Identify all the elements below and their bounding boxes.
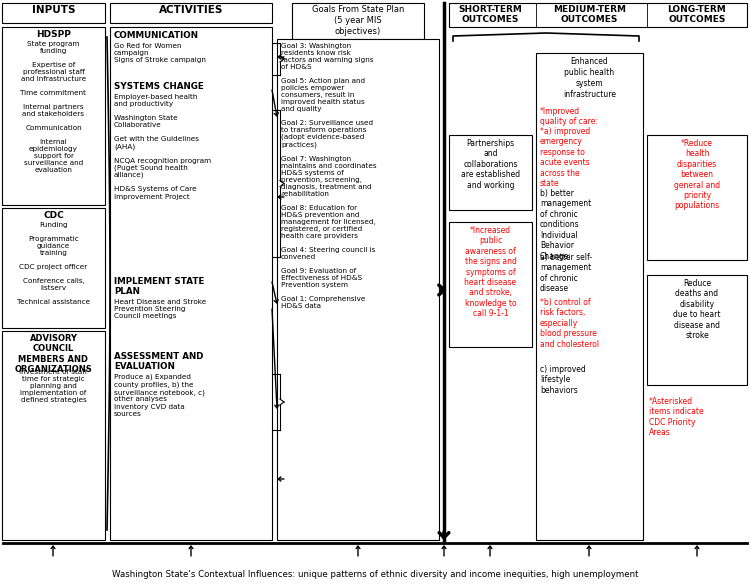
Text: *a) improved
emergency
response to
acute events
across the
state: *a) improved emergency response to acute… — [540, 127, 590, 188]
Text: Investment of staff
time for strategic
planning and
implementation of
defined st: Investment of staff time for strategic p… — [20, 369, 88, 403]
Text: Goals From State Plan
(5 year MIS
objectives): Goals From State Plan (5 year MIS object… — [312, 5, 404, 36]
Text: ASSESSMENT AND
EVALUATION: ASSESSMENT AND EVALUATION — [114, 352, 203, 372]
Text: a) better self-
management
of chronic
disease: a) better self- management of chronic di… — [540, 253, 592, 293]
Text: Heart Disease and Stroke
Prevention Steering
Council meetings: Heart Disease and Stroke Prevention Stee… — [114, 299, 206, 319]
Text: *b) control of
risk factors,
especially
blood pressure
and cholesterol: *b) control of risk factors, especially … — [540, 298, 599, 349]
Bar — [277, 39, 439, 540]
Text: b) better
management
of chronic
conditions: b) better management of chronic conditio… — [540, 189, 591, 229]
Text: SYSTEMS CHANGE: SYSTEMS CHANGE — [114, 82, 204, 91]
Bar — [449, 135, 532, 210]
Text: SHORT-TERM
OUTCOMES: SHORT-TERM OUTCOMES — [458, 5, 523, 25]
Bar — [449, 222, 532, 347]
Text: *Improved
quality of care:: *Improved quality of care: — [540, 107, 598, 126]
Text: Reduce
deaths and
disability
due to heart
disease and
stroke: Reduce deaths and disability due to hear… — [674, 279, 721, 340]
Bar — [110, 27, 272, 540]
Bar — [647, 135, 747, 260]
Text: State program
funding

Expertise of
professional staff
and infrastructure

Time : State program funding Expertise of profe… — [20, 41, 86, 173]
Bar — [2, 27, 105, 205]
Text: *Asterisked
items indicate
CDC Priority
Areas: *Asterisked items indicate CDC Priority … — [649, 397, 704, 437]
Text: Partnerships
and
collaborations
are established
and working: Partnerships and collaborations are esta… — [461, 139, 520, 190]
Text: CDC: CDC — [43, 211, 64, 220]
Text: ADVISORY
COUNCIL
MEMBERS AND
ORGANIZATIONS: ADVISORY COUNCIL MEMBERS AND ORGANIZATIO… — [15, 334, 92, 374]
Text: ACTIVITIES: ACTIVITIES — [159, 5, 224, 15]
Text: Washington State's Contextual Influences: unique patterns of ethnic diversity an: Washington State's Contextual Influences… — [112, 570, 638, 579]
Bar — [110, 3, 272, 23]
Text: Funding

Programmatic
guidance
training

CDC project officer

Conference calls,
: Funding Programmatic guidance training C… — [17, 222, 90, 305]
Bar — [449, 3, 747, 27]
Bar — [2, 3, 105, 23]
Text: IMPLEMENT STATE
PLAN: IMPLEMENT STATE PLAN — [114, 277, 204, 296]
Text: Individual
Behavior
Change:: Individual Behavior Change: — [540, 231, 578, 261]
Text: c) improved
lifestyle
behaviors: c) improved lifestyle behaviors — [540, 365, 586, 395]
Text: Enhanced
public health
system
infrastructure: Enhanced public health system infrastruc… — [563, 57, 616, 99]
Text: LONG-TERM
OUTCOMES: LONG-TERM OUTCOMES — [668, 5, 726, 25]
Text: HDSPP: HDSPP — [36, 30, 71, 39]
Text: MEDIUM-TERM
OUTCOMES: MEDIUM-TERM OUTCOMES — [553, 5, 626, 25]
Text: *Increased
public
awareness of
the signs and
symptoms of
heart disease
and strok: *Increased public awareness of the signs… — [464, 226, 517, 318]
Text: COMMUNICATION: COMMUNICATION — [114, 31, 199, 40]
Text: *Reduce
health
disparities
between
general and
priority
populations: *Reduce health disparities between gener… — [674, 139, 720, 210]
Text: INPUTS: INPUTS — [32, 5, 75, 15]
Bar — [2, 208, 105, 328]
Text: Produce a) Expanded
county profiles, b) the
surveillance notebook, c)
other anal: Produce a) Expanded county profiles, b) … — [114, 374, 205, 417]
Text: Goal 3: Washington
residents know risk
factors and warning signs
of HD&S

Goal 5: Goal 3: Washington residents know risk f… — [281, 43, 376, 309]
Text: Employer-based health
and productivity

Washington State
Collaborative

Get with: Employer-based health and productivity W… — [114, 94, 212, 200]
Bar — [292, 3, 424, 39]
Bar — [2, 331, 105, 540]
Bar — [647, 275, 747, 385]
Text: Go Red for Women
campaign
Signs of Stroke campaign: Go Red for Women campaign Signs of Strok… — [114, 43, 206, 63]
Bar — [536, 53, 643, 540]
